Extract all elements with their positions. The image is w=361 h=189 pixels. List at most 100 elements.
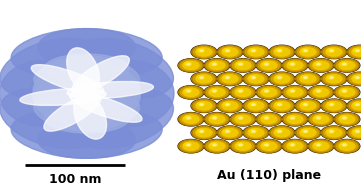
Circle shape	[274, 75, 290, 83]
Circle shape	[323, 74, 344, 84]
Circle shape	[313, 142, 329, 150]
Circle shape	[178, 86, 204, 99]
Circle shape	[309, 140, 333, 153]
Circle shape	[248, 75, 264, 83]
Circle shape	[261, 115, 277, 123]
Circle shape	[269, 99, 295, 112]
Circle shape	[236, 89, 244, 93]
Circle shape	[192, 99, 216, 112]
Circle shape	[184, 89, 192, 93]
Circle shape	[287, 142, 303, 150]
Circle shape	[205, 59, 229, 72]
Circle shape	[301, 102, 309, 106]
Circle shape	[249, 75, 257, 79]
Circle shape	[343, 117, 346, 119]
Circle shape	[283, 140, 307, 153]
Circle shape	[187, 90, 190, 92]
Circle shape	[219, 100, 240, 111]
Circle shape	[348, 73, 361, 85]
Circle shape	[235, 88, 251, 96]
Circle shape	[265, 63, 268, 65]
Circle shape	[304, 77, 307, 78]
Circle shape	[243, 126, 269, 139]
Ellipse shape	[67, 81, 153, 98]
Ellipse shape	[74, 94, 106, 139]
Circle shape	[257, 86, 281, 99]
Circle shape	[330, 77, 333, 78]
Ellipse shape	[34, 56, 110, 91]
Circle shape	[178, 59, 204, 72]
Circle shape	[252, 50, 255, 52]
Circle shape	[197, 75, 205, 79]
Circle shape	[296, 126, 320, 139]
Circle shape	[288, 116, 296, 120]
Circle shape	[193, 46, 214, 57]
Circle shape	[347, 72, 361, 86]
Circle shape	[288, 89, 296, 93]
Circle shape	[282, 86, 308, 99]
Circle shape	[308, 113, 334, 126]
Circle shape	[223, 102, 231, 106]
Circle shape	[327, 75, 335, 79]
Circle shape	[288, 62, 296, 66]
Circle shape	[275, 102, 283, 106]
Circle shape	[275, 48, 283, 52]
Circle shape	[274, 48, 290, 56]
Circle shape	[330, 131, 333, 132]
Circle shape	[288, 143, 296, 146]
Circle shape	[309, 59, 333, 72]
Circle shape	[213, 63, 216, 65]
Circle shape	[243, 45, 269, 59]
Circle shape	[284, 114, 305, 125]
Circle shape	[271, 127, 292, 138]
Circle shape	[261, 142, 277, 150]
Circle shape	[322, 99, 346, 112]
Ellipse shape	[38, 111, 162, 158]
Circle shape	[223, 75, 231, 79]
Circle shape	[291, 63, 294, 65]
Circle shape	[269, 126, 295, 139]
Circle shape	[187, 117, 190, 119]
Circle shape	[230, 139, 256, 153]
Circle shape	[245, 127, 266, 138]
Circle shape	[310, 141, 331, 152]
Circle shape	[269, 45, 295, 59]
Circle shape	[258, 60, 279, 71]
Circle shape	[222, 48, 238, 56]
Circle shape	[322, 46, 346, 58]
Circle shape	[317, 90, 320, 92]
Ellipse shape	[44, 104, 129, 133]
Circle shape	[217, 72, 243, 86]
Circle shape	[300, 129, 316, 137]
Circle shape	[309, 86, 333, 99]
Circle shape	[310, 60, 331, 71]
Text: 100 nm: 100 nm	[49, 173, 101, 186]
Circle shape	[197, 48, 205, 52]
Circle shape	[209, 142, 225, 150]
Circle shape	[321, 126, 347, 139]
Circle shape	[200, 77, 203, 78]
Circle shape	[179, 113, 203, 126]
Ellipse shape	[31, 46, 142, 141]
Circle shape	[213, 90, 216, 92]
Ellipse shape	[72, 56, 129, 93]
Circle shape	[313, 88, 329, 96]
Circle shape	[310, 87, 331, 98]
Ellipse shape	[70, 89, 173, 149]
Circle shape	[192, 126, 216, 139]
Circle shape	[283, 59, 307, 72]
Circle shape	[180, 60, 201, 71]
Circle shape	[317, 63, 320, 65]
Circle shape	[348, 46, 361, 58]
Circle shape	[219, 127, 240, 138]
Circle shape	[323, 46, 344, 57]
Circle shape	[275, 75, 283, 79]
Circle shape	[239, 90, 242, 92]
Ellipse shape	[31, 65, 104, 94]
Circle shape	[300, 75, 316, 83]
Circle shape	[226, 131, 229, 132]
Circle shape	[180, 87, 201, 98]
Circle shape	[256, 139, 282, 153]
Circle shape	[291, 144, 294, 146]
Circle shape	[301, 48, 309, 52]
